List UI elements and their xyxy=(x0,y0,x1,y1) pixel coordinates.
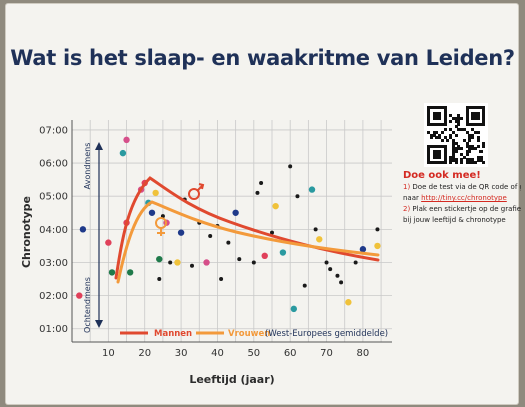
y-axis-label: Chronotype xyxy=(20,196,33,268)
sticker-dot xyxy=(123,136,130,144)
sticker-dot xyxy=(105,239,112,246)
sticker-dot xyxy=(208,233,213,238)
y-tick-labels: 01:00 02:00 03:00 04:00 05:00 06:00 07:00 xyxy=(39,125,68,335)
cta-step-2: 2) Plak een stickertje op de grafiek xyxy=(403,205,521,213)
sticker-dot xyxy=(295,194,300,199)
x-tick-label: 40 xyxy=(211,348,224,359)
sticker-dot xyxy=(270,230,274,235)
sticker-dot xyxy=(168,260,173,265)
sticker-dot xyxy=(375,227,380,232)
sticker-dot xyxy=(272,202,279,210)
sticker-dot xyxy=(226,240,231,245)
sticker-dot xyxy=(232,209,239,216)
y-tick-label: 02:00 xyxy=(39,291,68,302)
sticker-dot xyxy=(190,263,194,268)
x-tick-label: 50 xyxy=(247,348,260,359)
y-tick-label: 03:00 xyxy=(39,258,68,269)
sticker-dot xyxy=(79,226,87,233)
sticker-dot xyxy=(335,273,340,278)
sticker-dot xyxy=(288,164,293,169)
y-tick-label: 04:00 xyxy=(39,225,68,236)
x-tick-label: 20 xyxy=(138,348,151,359)
sticker-dot xyxy=(219,277,224,282)
sticker-dot xyxy=(328,267,333,272)
poster-title: Wat is het slaap- en waakritme van Leide… xyxy=(10,46,515,70)
sticker-dot xyxy=(353,260,358,265)
double-arrow-icon xyxy=(95,142,103,328)
sticker-dot xyxy=(251,260,256,265)
cta-step-1-link: naar http://tiny.cc/chronotype xyxy=(403,194,507,202)
qr-code-icon xyxy=(424,103,488,167)
side-label-morning: Ochtendmens xyxy=(83,277,92,333)
x-tick-label: 10 xyxy=(102,348,115,359)
sticker-dot xyxy=(339,280,344,285)
legend-men: Mannen xyxy=(154,329,192,339)
sticker-dot xyxy=(156,255,163,263)
female-symbol-icon xyxy=(155,217,167,236)
sticker-dot xyxy=(302,283,307,288)
sticker-dot xyxy=(174,259,181,266)
chart-grid xyxy=(72,120,392,342)
cta-heading: Doe ook mee! xyxy=(403,170,481,181)
male-symbol-icon xyxy=(188,183,205,200)
legend-note: (West-Europees gemiddelde) xyxy=(265,329,388,339)
poster-board xyxy=(6,4,518,404)
x-tick-label: 80 xyxy=(357,348,370,359)
y-tick-label: 07:00 xyxy=(39,125,68,136)
x-tick-label: 70 xyxy=(320,348,333,359)
call-to-action: Doe ook mee! 1) Doe de test via de QR co… xyxy=(403,170,521,225)
x-tick-label: 30 xyxy=(175,348,188,359)
sticker-dot xyxy=(313,227,318,232)
sticker-dot xyxy=(126,269,134,276)
y-tick-label: 05:00 xyxy=(39,192,68,203)
sticker-dot xyxy=(76,292,83,299)
sticker-dot xyxy=(290,305,298,313)
legend-women: Vrouwen xyxy=(228,329,270,339)
sticker-dot xyxy=(255,190,260,195)
chronotype-link[interactable]: http://tiny.cc/chronotype xyxy=(421,194,507,202)
sticker-dot xyxy=(119,149,127,157)
sticker-dot xyxy=(374,242,381,250)
x-tick-labels: 10 20 30 40 50 60 70 80 xyxy=(102,348,369,359)
sticker-dot xyxy=(345,299,352,306)
sticker-dot xyxy=(324,260,329,265)
sticker-dot xyxy=(108,269,116,276)
sticker-dot xyxy=(308,186,316,193)
sticker-dot xyxy=(259,180,264,185)
x-axis-label: Leeftijd (jaar) xyxy=(189,373,274,386)
sticker-dot xyxy=(152,189,159,197)
sticker-dot xyxy=(157,277,162,282)
side-label-evening: Avondmens xyxy=(83,143,92,190)
sticker-dot xyxy=(148,209,156,216)
cta-step-2b: bij jouw leeftijd & chronotype xyxy=(403,216,506,224)
sticker-dot xyxy=(237,257,242,262)
women-average-curve xyxy=(116,200,380,284)
sticker-dot xyxy=(316,236,323,243)
sticker-dot xyxy=(279,249,287,256)
x-tick-label: 60 xyxy=(284,348,297,359)
chart-legend: Mannen Vrouwen (West-Europees gemiddelde… xyxy=(120,329,388,339)
sticker-dot xyxy=(177,229,185,236)
y-tick-label: 06:00 xyxy=(39,159,68,170)
cta-step-1: 1) Doe de test via de QR code of ga xyxy=(403,183,521,191)
y-tick-label: 01:00 xyxy=(39,324,68,335)
sticker-dot xyxy=(359,246,367,253)
sticker-dot xyxy=(203,259,210,266)
sticker-dot xyxy=(261,252,268,260)
